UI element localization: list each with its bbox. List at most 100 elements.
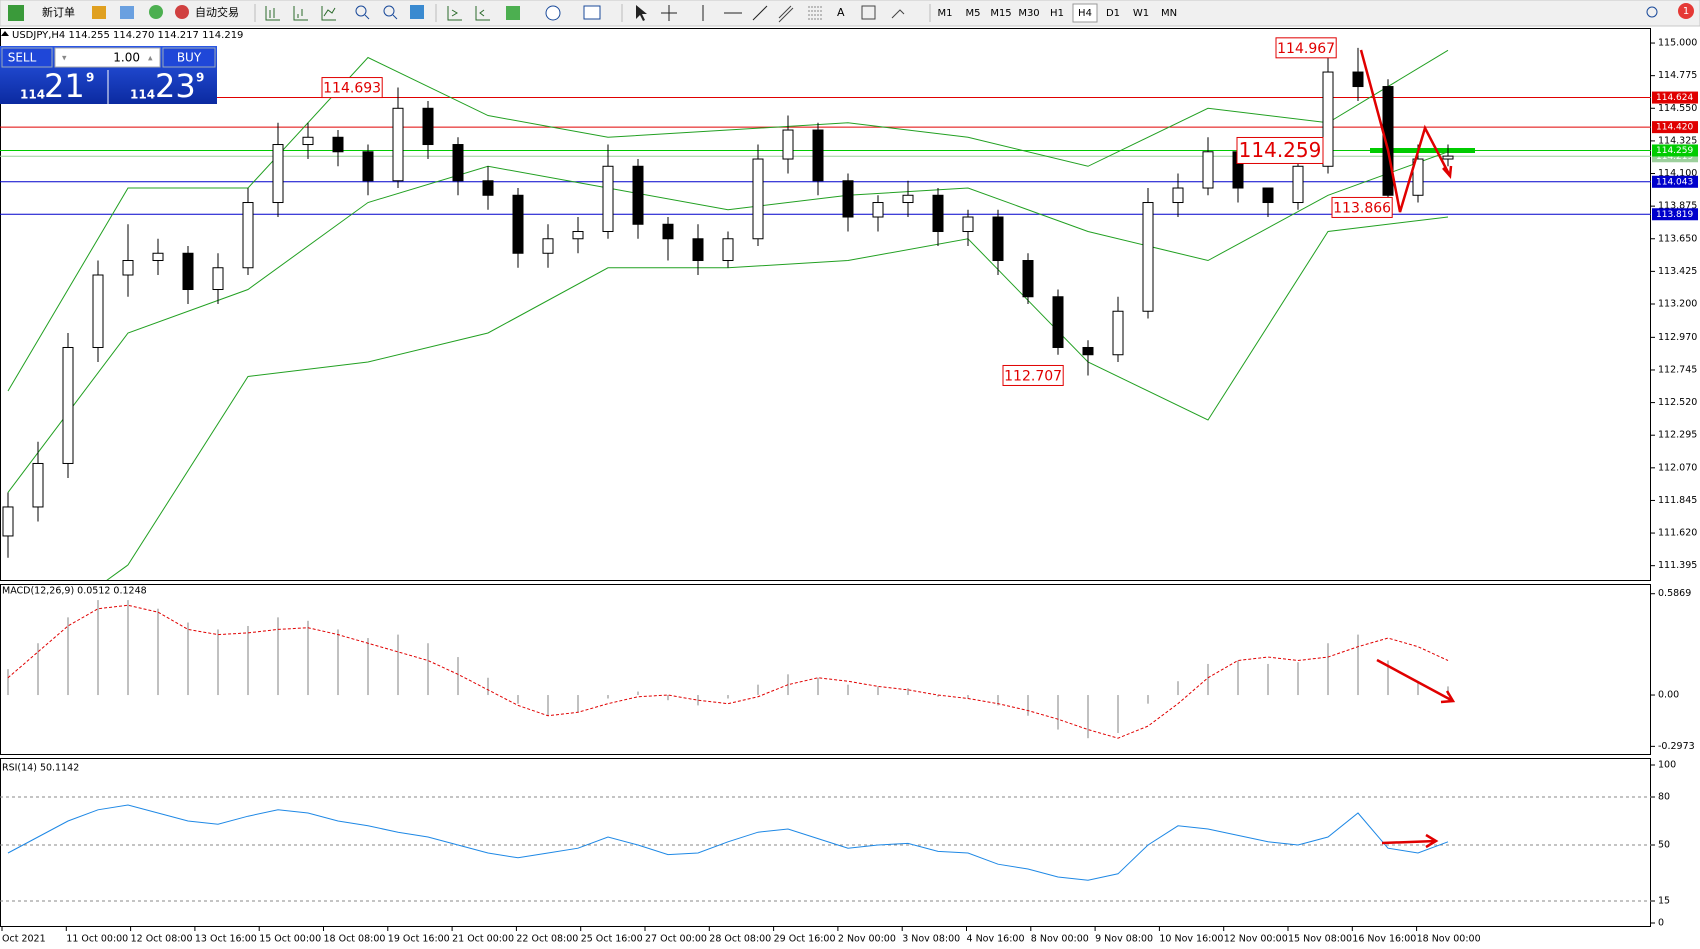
timeframe[interactable]: M1 [938, 8, 953, 19]
x-tick-label: 29 Oct 16:00 [774, 934, 836, 945]
timeframe[interactable]: W1 [1133, 8, 1149, 19]
buy-pips: 23 [155, 67, 196, 105]
macd-bar [127, 600, 129, 696]
x-tick-label: 2 Nov 00:00 [838, 934, 896, 945]
icon[interactable] [410, 5, 424, 19]
annotation-label: 114.967 [1277, 41, 1335, 57]
macd-bar [1087, 695, 1089, 739]
macd-bar [577, 695, 579, 713]
timeframe[interactable]: M15 [990, 8, 1011, 19]
candle-body [1382, 86, 1394, 196]
timeframe[interactable]: MN [1161, 8, 1177, 19]
macd-bar [637, 691, 639, 696]
candle-body [1322, 71, 1334, 167]
candle-body [1082, 346, 1094, 356]
candle-body [1142, 202, 1154, 312]
x-tick-label: 9 Nov 08:00 [1095, 934, 1153, 945]
candle-body [32, 462, 44, 508]
y-tick-label: 15 [1658, 896, 1670, 907]
annotation-label: 114.693 [323, 81, 381, 97]
icon[interactable] [506, 6, 520, 20]
icon[interactable] [545, 5, 561, 21]
level-tag [1652, 144, 1698, 157]
icon[interactable] [149, 5, 163, 19]
candle-body [1412, 158, 1424, 196]
annotation-box [1236, 136, 1324, 164]
chart-tools[interactable] [265, 6, 336, 21]
macd-bar [517, 695, 519, 704]
label-tool[interactable] [861, 5, 876, 20]
main-plot: 114.967 114.693 114.259 113.866 112.707 [0, 37, 1651, 580]
candle-body [782, 129, 794, 160]
icon[interactable] [92, 6, 106, 19]
macd-bar [7, 669, 9, 696]
auto-trading[interactable]: 自动交易 [195, 5, 239, 19]
macd-bar [607, 695, 609, 699]
candle-body [632, 165, 644, 225]
fibo-tool[interactable] [808, 6, 822, 20]
icon[interactable] [583, 5, 601, 20]
candle-body [962, 216, 974, 233]
y-tick-label: 112.520 [1658, 397, 1697, 408]
candle-body [812, 129, 824, 182]
candle-body [422, 107, 434, 146]
sell-button[interactable] [1, 47, 53, 68]
macd-bar [877, 686, 879, 696]
cursor-tool[interactable] [636, 5, 647, 21]
volume-box[interactable] [54, 47, 161, 68]
text-tool[interactable]: A [837, 6, 845, 19]
y-tick-label: 100 [1658, 760, 1676, 771]
channel-tool[interactable] [778, 5, 794, 23]
candle-body [662, 223, 674, 240]
macd-bar [1327, 643, 1329, 696]
candle-body [1262, 187, 1274, 204]
macd-bar [1357, 634, 1359, 696]
x-tick-label: 16 Nov 16:00 [1352, 934, 1416, 945]
macd-bar [1387, 660, 1389, 696]
new-order[interactable]: 新订单 [42, 5, 75, 19]
timeframe[interactable]: D1 [1106, 8, 1120, 19]
zoom-tools[interactable] [355, 5, 398, 20]
sell-big-figure: 114 [20, 88, 45, 102]
crosshair-tool[interactable] [661, 5, 677, 21]
level-tag-label: 114.259 [1656, 146, 1693, 156]
annotation-box [321, 77, 383, 99]
annotation-label: 113.866 [1333, 200, 1391, 216]
volume[interactable]: 1.00 [113, 51, 140, 65]
candle-body [182, 252, 194, 291]
arrow-head [1442, 165, 1453, 179]
vol-down[interactable]: ▾ [62, 54, 67, 64]
sell-label[interactable]: SELL [8, 51, 37, 65]
icon[interactable] [175, 5, 189, 19]
macd-bar [1057, 695, 1059, 730]
x-tick-label: Oct 2021 [2, 934, 46, 945]
timeframe[interactable]: H1 [1050, 8, 1064, 19]
candle-body [152, 252, 164, 262]
active-timeframe[interactable] [1072, 3, 1098, 23]
buy-button[interactable] [162, 47, 216, 68]
axes: 115.000 114.775 114.550 114.325 114.100 113.8… [1, 38, 1698, 945]
level-tag-label: 114.219 [1656, 152, 1693, 162]
candle-body [1022, 260, 1034, 298]
trendline-tool[interactable] [752, 5, 768, 21]
vol-up[interactable]: ▴ [148, 54, 153, 64]
icon[interactable] [120, 6, 134, 19]
arrow-tool[interactable] [891, 9, 905, 19]
timeframe[interactable]: M5 [966, 8, 981, 19]
macd-bar [427, 643, 429, 696]
candle-body [512, 194, 524, 254]
buy-big-figure: 114 [130, 88, 155, 102]
rsi-line [7, 804, 1449, 881]
notification-badge[interactable] [1678, 3, 1694, 19]
icon[interactable] [8, 5, 24, 21]
buy-label[interactable]: BUY [177, 51, 202, 65]
macd-bar [217, 629, 219, 696]
candle-body [1352, 71, 1364, 88]
search-icon[interactable] [1646, 6, 1658, 18]
macd-bar [937, 695, 939, 697]
x-tick-label: 28 Oct 08:00 [709, 934, 771, 945]
timeframe[interactable]: M30 [1018, 8, 1039, 19]
nav-tools[interactable] [447, 6, 490, 21]
y-tick-label: 114.100 [1658, 168, 1697, 179]
timeframe[interactable]: H4 [1078, 8, 1092, 19]
